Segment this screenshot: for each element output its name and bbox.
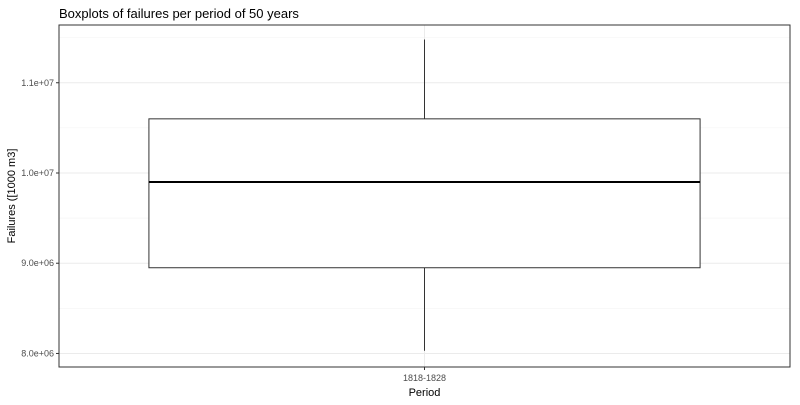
box-iqr [148,118,701,269]
y-tick-label: 1.0e+07 [21,168,54,178]
box-1818-1828 [148,39,701,351]
y-axis-label: Failures ([1000 m3] [6,149,18,244]
x-tick-label: 1818-1828 [403,373,446,383]
y-tick-label: 9.0e+06 [21,258,54,268]
y-tick-label: 1.1e+07 [21,78,54,88]
boxes [148,39,701,351]
y-tick-label: 8.0e+06 [21,348,54,358]
y-axis: 8.0e+06 9.0e+06 1.0e+07 1.1e+07 [21,78,59,358]
chart-title: Boxplots of failures per period of 50 ye… [59,6,299,21]
x-axis-label: Period [409,387,441,399]
x-axis: 1818-1828 [403,367,446,383]
